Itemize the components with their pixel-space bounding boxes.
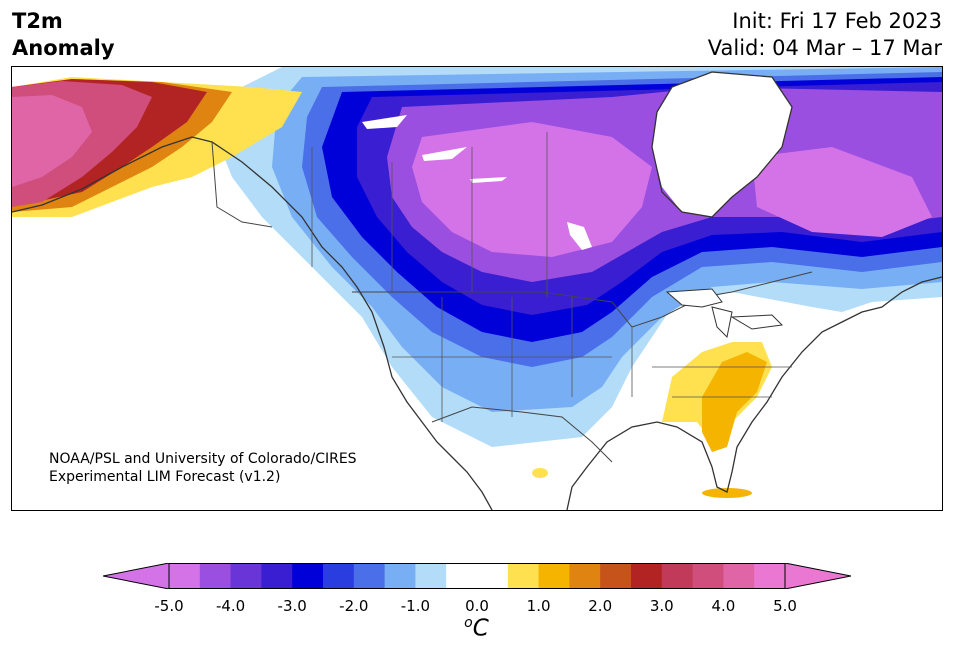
colorbar-segment: [384, 563, 416, 589]
colorbar-tick-label: 3.0: [649, 597, 674, 615]
anomaly-field-southeast-gold: [702, 352, 767, 452]
anomaly-field-alaska-pink: [12, 95, 92, 187]
colorbar-segment: [199, 563, 232, 589]
lake-shape: [362, 115, 407, 129]
state-border: [311, 132, 792, 422]
colorbar-segment: [292, 563, 324, 589]
colorbar-segment: [415, 563, 447, 589]
colorbar-segment: [230, 563, 262, 589]
anomaly-field-lilac-quebec: [752, 147, 932, 237]
colorbar-segment: [754, 563, 786, 589]
colorbar-segment: [477, 563, 509, 589]
anomaly-field-mexico-yellow: [532, 468, 548, 478]
colorbar-segment: [723, 563, 755, 589]
coastline: [651, 71, 793, 218]
lake-shape: [567, 222, 592, 250]
coastline: [12, 136, 493, 510]
coastline: [566, 276, 942, 510]
colorbar-segment: [631, 563, 663, 589]
colorbar-under-arrow: [103, 563, 170, 589]
colorbar-tick-label: -3.0: [277, 597, 307, 615]
great-lakes: [665, 288, 784, 339]
title-line-2: Anomaly: [12, 36, 115, 60]
country-border: [211, 141, 273, 228]
unit-superscript: o: [464, 615, 473, 631]
credit-line-2: Experimental LIM Forecast (v1.2): [49, 469, 281, 485]
anomaly-field-cuba-yellow: [702, 488, 752, 498]
colorbar-segment: [569, 563, 601, 589]
init-date: Init: Fri 17 Feb 2023: [732, 9, 942, 33]
colorbar-tick-label: 2.0: [588, 597, 613, 615]
colorbar-segment: [446, 563, 478, 589]
colorbar-segment: [323, 563, 355, 589]
colorbar-segment: [353, 563, 386, 589]
colorbar-border: [168, 563, 786, 589]
colorbar-tick-label: 4.0: [711, 597, 736, 615]
colorbar-tick-label: 0.0: [465, 597, 489, 615]
valid-range: Valid: 04 Mar – 17 Mar: [707, 36, 942, 60]
colorbar-segment: [507, 563, 540, 589]
colorbar-tick-label: 1.0: [526, 597, 551, 615]
colorbar: [103, 563, 851, 589]
colorbar-ticks: -5.0 -4.0 -3.0 -2.0 -1.0 0.0 1.0 2.0 3.0 4.0 5.0: [0, 597, 953, 617]
colorbar-segment: [600, 563, 632, 589]
colorbar-tick-label: -2.0: [339, 597, 369, 615]
colorbar-segment: [169, 563, 201, 589]
hudson-bay: [652, 72, 792, 217]
colorbar-tick-label: -4.0: [215, 597, 246, 615]
map-title: T2m Anomaly: [12, 8, 115, 62]
credit-line-1: NOAA/PSL and University of Colorado/CIRE…: [49, 451, 357, 467]
anomaly-map: NOAA/PSL and University of Colorado/CIRE…: [11, 66, 943, 511]
colorbar-segment: [661, 563, 694, 589]
colorbar-over-arrow: [784, 563, 851, 589]
colorbar-tick-label: -5.0: [154, 597, 184, 615]
map-canvas: [12, 67, 942, 510]
lake-shape: [422, 147, 467, 161]
country-border: [352, 271, 813, 328]
forecast-dates: Init: Fri 17 Feb 2023 Valid: 04 Mar – 17…: [708, 8, 942, 62]
colorbar-segment: [538, 563, 570, 589]
title-line-1: T2m: [12, 9, 63, 33]
colorbar-segment: [692, 563, 724, 589]
colorbar-unit: oC: [0, 615, 953, 642]
colorbar-tick-label: 5.0: [773, 597, 797, 615]
unit-label: C: [472, 615, 489, 642]
map-credit: NOAA/PSL and University of Colorado/CIRE…: [49, 450, 357, 486]
country-border: [431, 406, 613, 463]
colorbar-segment: [261, 563, 293, 589]
colorbar-tick-label: -1.0: [400, 597, 431, 615]
lake-shape: [470, 177, 507, 183]
